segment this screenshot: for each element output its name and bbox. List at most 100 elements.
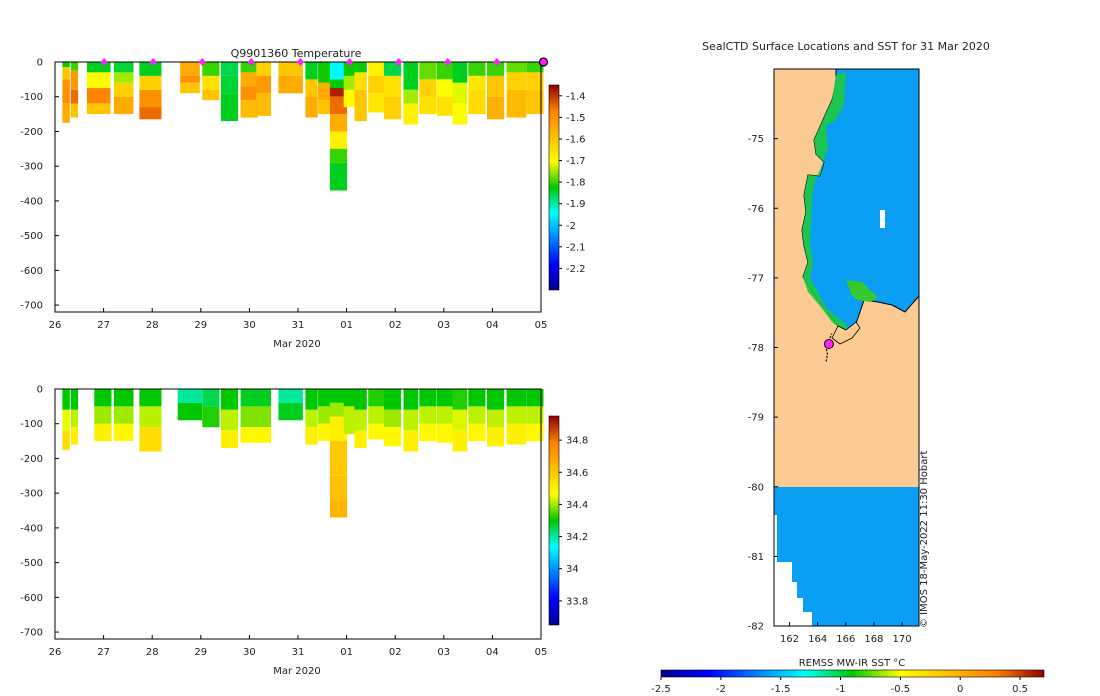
temperature-x-tick-label: 04 <box>486 320 499 331</box>
salinity-colorbar-tick-label: 34.4 <box>566 500 588 511</box>
salinity-cell <box>94 423 112 442</box>
temperature-cell <box>305 79 318 97</box>
salinity-cell <box>278 402 303 421</box>
salinity-cell <box>383 389 402 410</box>
salinity-cell <box>305 409 318 428</box>
temperature-cell <box>329 62 348 80</box>
salinity-cell <box>62 430 70 450</box>
salinity-cell <box>403 389 419 410</box>
map-lat-tick-label: -75 <box>748 134 764 145</box>
temperature-cell <box>220 75 239 94</box>
temperature-cell <box>70 70 79 90</box>
temperature-cell <box>526 89 544 115</box>
map-title: SealCTD Surface Locations and SST for 31… <box>702 40 990 53</box>
temperature-cell <box>403 89 419 104</box>
salinity-cell <box>62 389 70 410</box>
temperature-cell <box>329 96 348 115</box>
temperature-cell <box>419 79 437 97</box>
temperature-cell <box>305 96 318 118</box>
temperature-cell <box>487 62 505 76</box>
salinity-cell <box>468 406 486 424</box>
temperature-y-ticks: 0 -100 -200 -300 -400 -500 -600 -700 <box>20 58 59 312</box>
map-lon-tick-label: 166 <box>836 634 855 645</box>
temperature-colorbar-tick-label: -2.1 <box>566 242 586 253</box>
salinity-cell <box>70 427 79 445</box>
temperature-x-tick-label: 26 <box>49 320 62 331</box>
temperature-colorbar-tick-label: -1.4 <box>566 91 586 102</box>
temperature-surface-marker <box>149 58 157 66</box>
sst-map-panel: SealCTD Surface Locations and SST for 31… <box>651 40 1045 695</box>
temperature-cell <box>452 103 468 125</box>
salinity-cell <box>305 389 318 410</box>
salinity-cell <box>240 406 258 428</box>
temperature-cell <box>86 103 111 115</box>
salinity-x-tick-label: 05 <box>535 647 548 658</box>
salinity-y-tick-label: -600 <box>20 593 43 604</box>
salinity-cell <box>526 389 544 407</box>
temperature-cell <box>354 89 367 122</box>
temperature-cell <box>403 103 419 125</box>
salinity-y-tick-label: -200 <box>20 454 43 465</box>
salinity-cell <box>113 406 134 424</box>
salinity-x-tick-label: 02 <box>389 647 402 658</box>
temperature-cell <box>220 93 239 122</box>
temperature-cell <box>329 79 348 89</box>
temperature-x-tick-label: 31 <box>292 320 305 331</box>
salinity-cell <box>343 406 356 435</box>
salinity-cell <box>220 389 239 410</box>
salinity-colorbar-tick-label: 34.2 <box>566 532 588 543</box>
temperature-profiles <box>62 62 544 191</box>
salinity-cell <box>403 430 419 452</box>
temperature-cell <box>526 62 544 73</box>
map-lat-tick-label: -80 <box>748 482 764 493</box>
temperature-x-tick-label: 01 <box>340 320 353 331</box>
salinity-cell <box>177 402 203 421</box>
salinity-cell <box>278 389 303 403</box>
salinity-cell <box>113 389 134 407</box>
salinity-cell <box>139 389 162 407</box>
salinity-cell <box>329 402 348 417</box>
salinity-cell <box>506 406 527 424</box>
salinity-cell <box>383 427 402 447</box>
salinity-y-tick-label: -400 <box>20 523 43 534</box>
map-colorbar-tick-label: 0 <box>957 684 963 695</box>
map-coastal-band <box>802 72 848 332</box>
temperature-y-tick-label: -700 <box>20 301 43 312</box>
temperature-colorbar-tick-label: -1.6 <box>566 134 586 145</box>
salinity-cell <box>202 406 220 428</box>
map-colorbar-tick-label: 0.5 <box>1012 684 1028 695</box>
temperature-latest-marker <box>538 57 549 67</box>
temperature-cell <box>436 96 455 116</box>
salinity-cell <box>354 409 367 431</box>
temperature-cell <box>256 75 271 94</box>
temperature-cell <box>240 72 258 87</box>
temperature-cell <box>318 62 331 83</box>
temperature-cell <box>343 89 356 108</box>
temperature-x-tick-label: 29 <box>194 320 207 331</box>
temperature-x-tick-label: 05 <box>535 320 548 331</box>
map-ice-edge-green <box>846 280 878 302</box>
temperature-cell <box>139 89 162 108</box>
temperature-x-tick-label: 03 <box>437 320 450 331</box>
salinity-cell <box>240 389 258 407</box>
salinity-cell <box>452 430 468 452</box>
salinity-cell <box>202 389 220 407</box>
map-lat-tick-label: -76 <box>748 204 764 215</box>
salinity-x-ticks: 26 27 28 29 30 31 01 02 03 04 05 <box>49 635 548 658</box>
temperature-x-ticks: 26 27 28 29 30 31 01 02 03 04 05 <box>49 308 548 331</box>
temperature-cell <box>113 72 134 83</box>
seal-latest-position <box>823 339 834 349</box>
temperature-cell <box>487 75 505 97</box>
temperature-surface-marker <box>247 58 255 66</box>
salinity-cell <box>329 416 348 442</box>
salinity-y-ticks: 0 -100 -200 -300 -400 -500 -600 -700 <box>20 385 59 639</box>
temperature-surface-marker <box>296 58 304 66</box>
temperature-cell <box>329 88 348 97</box>
salinity-cell <box>354 430 367 449</box>
salinity-colorbar-tick-label: 34.6 <box>566 468 588 479</box>
map-lat-tick-label: -78 <box>748 343 764 354</box>
temperature-title: Q9901360 Temperature <box>231 47 362 60</box>
salinity-cell <box>419 406 437 424</box>
map-cape <box>831 321 861 345</box>
map-lon-tick-label: 170 <box>893 634 912 645</box>
